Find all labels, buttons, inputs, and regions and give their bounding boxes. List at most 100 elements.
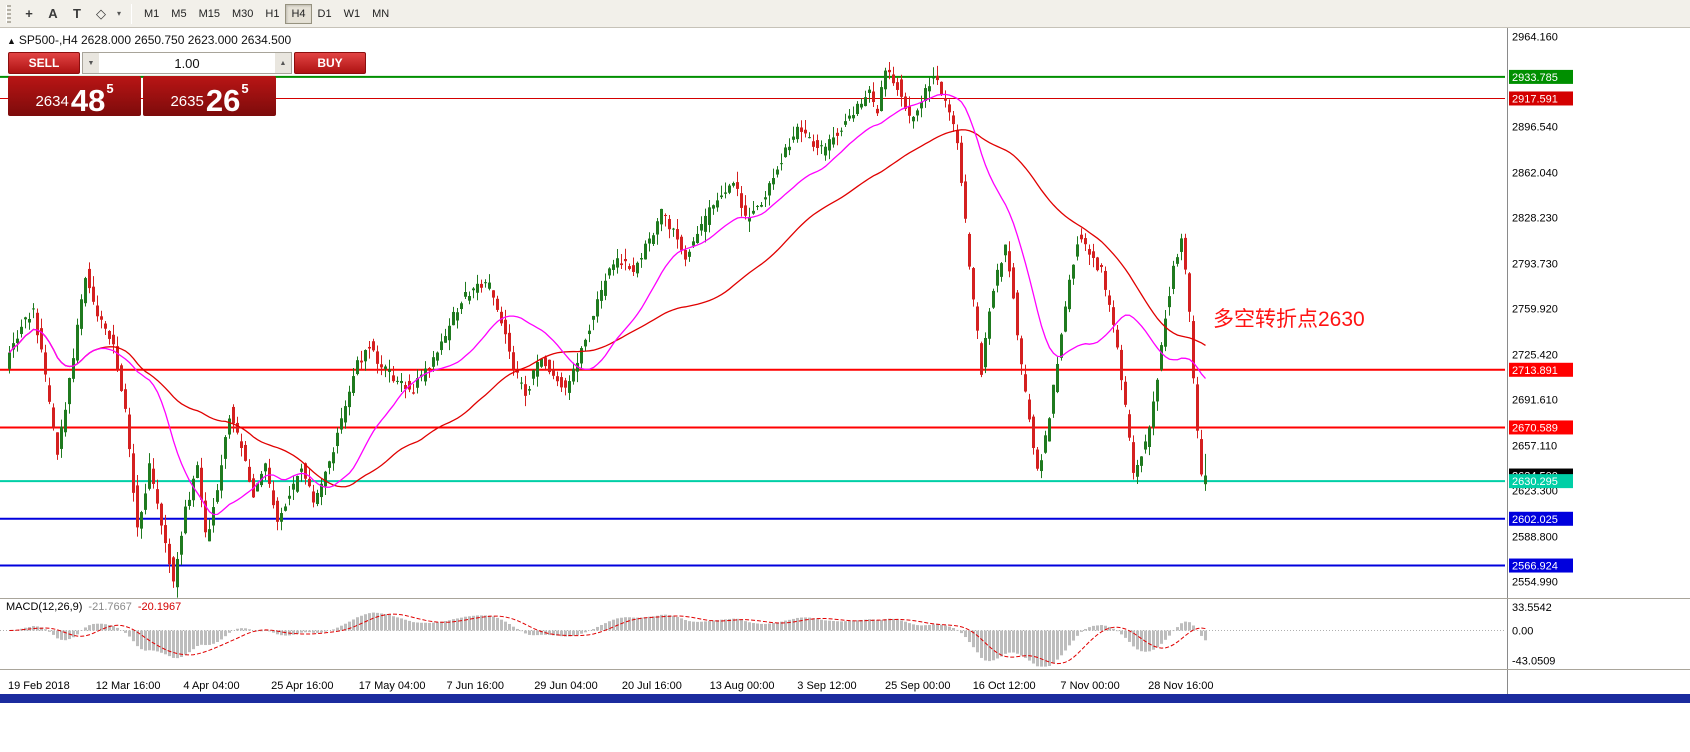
candle-body xyxy=(1168,296,1171,308)
level-price-label-text: 2630.295 xyxy=(1512,476,1558,488)
candle-body xyxy=(464,292,467,297)
candle-body xyxy=(472,288,475,291)
price-tick-label: 2862.040 xyxy=(1512,167,1558,179)
buy-price-sup: 5 xyxy=(241,81,249,96)
level-price-label xyxy=(1509,474,1573,489)
candle-body xyxy=(1092,251,1095,258)
candle-body xyxy=(388,369,391,372)
candle-body xyxy=(188,499,191,506)
candle-body xyxy=(256,483,259,492)
level-price-label-text: 2566.924 xyxy=(1512,561,1558,573)
timeframe-button-M30[interactable]: M30 xyxy=(231,7,254,20)
time-axis-label: 16 Oct 12:00 xyxy=(973,680,1036,692)
volume-increase-button[interactable]: ▲ xyxy=(275,53,291,73)
toolbar: + A T ◇ ▾ M1 M5 M15 M30 H1 H4 D1 W1 MN xyxy=(0,0,1690,28)
level-price-label xyxy=(1509,69,1573,84)
sell-button[interactable]: SELL xyxy=(8,52,80,74)
candle-body xyxy=(612,264,615,270)
buy-price-display[interactable]: 2635 26 5 xyxy=(143,76,276,116)
candle-body xyxy=(168,543,171,565)
label-a-icon[interactable]: A xyxy=(48,6,58,21)
crosshair-icon[interactable]: + xyxy=(25,6,33,21)
candle-body xyxy=(1052,384,1055,414)
sell-price-display[interactable]: 2634 48 5 xyxy=(8,76,141,116)
text-tool-icon[interactable]: T xyxy=(73,6,81,21)
candle-body xyxy=(976,306,979,331)
candle-body xyxy=(736,182,739,189)
timeframe-button-MN[interactable]: MN xyxy=(372,7,390,20)
candle-body xyxy=(800,127,803,132)
chart-text-annotation[interactable]: 多空转折点2630 xyxy=(1213,308,1365,331)
candle-body xyxy=(32,308,35,310)
shapes-dropdown-caret-icon[interactable]: ▾ xyxy=(116,9,121,18)
candle-body xyxy=(1180,238,1183,252)
candle-body xyxy=(508,332,511,352)
timeframe-button-M1[interactable]: M1 xyxy=(144,7,160,20)
candle-body xyxy=(128,414,131,450)
toolbar-grip-handle[interactable] xyxy=(6,4,11,23)
candle-body xyxy=(444,336,447,343)
candle-body xyxy=(8,352,11,369)
shapes-icon[interactable]: ◇ xyxy=(96,5,106,21)
level-price-label-text: 2917.591 xyxy=(1512,93,1558,105)
candle-body xyxy=(764,197,767,200)
window-bottom-edge xyxy=(0,694,1690,703)
candle-body xyxy=(1132,442,1135,473)
buy-button[interactable]: BUY xyxy=(294,52,366,74)
candle-body xyxy=(340,418,343,430)
candle-body xyxy=(624,259,627,262)
candle-body xyxy=(720,195,723,198)
candle-body xyxy=(152,468,155,484)
candle-body xyxy=(296,475,299,492)
candle-body xyxy=(412,392,415,394)
candle-body xyxy=(1020,338,1023,365)
chart-ohlc-header: ▲ SP500-,H4 2628.000 2650.750 2623.000 26… xyxy=(7,33,291,47)
candle-body xyxy=(396,380,399,382)
time-axis-label: 12 Mar 16:00 xyxy=(96,680,161,692)
candle-body xyxy=(336,432,339,447)
candle-body xyxy=(240,441,243,448)
candle-body xyxy=(868,89,871,93)
candle-body xyxy=(344,406,347,423)
volume-decrease-button[interactable]: ▼ xyxy=(83,53,99,73)
candle-body xyxy=(920,101,923,109)
time-axis-label: 7 Nov 00:00 xyxy=(1060,680,1119,692)
candle-body xyxy=(1200,439,1203,475)
candle-body xyxy=(384,366,387,369)
chart-canvas[interactable]: 2964.160 2896.540 2862.040 2828.230 2793.730… xyxy=(0,28,1690,694)
candle-body xyxy=(780,163,783,165)
timeframe-button-W1[interactable]: W1 xyxy=(343,7,361,20)
candle-body xyxy=(332,452,335,464)
candle-body xyxy=(80,299,83,329)
candle-body xyxy=(788,146,791,151)
time-axis-label: 4 Apr 04:00 xyxy=(183,680,239,692)
timeframe-button-D1[interactable]: D1 xyxy=(317,7,332,20)
price-tick-label: 2828.230 xyxy=(1512,212,1558,224)
candle-body xyxy=(372,341,375,351)
candle-body xyxy=(244,444,247,461)
candle-body xyxy=(916,110,919,116)
candle-body xyxy=(844,121,847,125)
candle-body xyxy=(1028,399,1031,420)
timeframe-button-H1[interactable]: H1 xyxy=(265,7,280,20)
candle-body xyxy=(992,290,995,308)
level-price-label xyxy=(1509,362,1573,377)
candle-body xyxy=(204,500,207,533)
candle-body xyxy=(1192,321,1195,379)
candle-body xyxy=(824,146,827,156)
candle-body xyxy=(416,378,419,388)
candle-body xyxy=(164,525,167,544)
candle-body xyxy=(564,380,567,388)
time-axis-label: 29 Jun 04:00 xyxy=(534,680,598,692)
candle-body xyxy=(852,115,855,119)
candle-body xyxy=(436,352,439,361)
candle-body xyxy=(996,269,999,286)
timeframe-button-H4[interactable]: H4 xyxy=(285,3,312,24)
candle-body xyxy=(1012,267,1015,299)
timeframe-button-M15[interactable]: M15 xyxy=(198,7,220,20)
volume-input[interactable] xyxy=(99,53,275,73)
candle-body xyxy=(872,91,875,103)
candle-body xyxy=(984,337,987,368)
timeframe-button-M5[interactable]: M5 xyxy=(171,7,187,20)
